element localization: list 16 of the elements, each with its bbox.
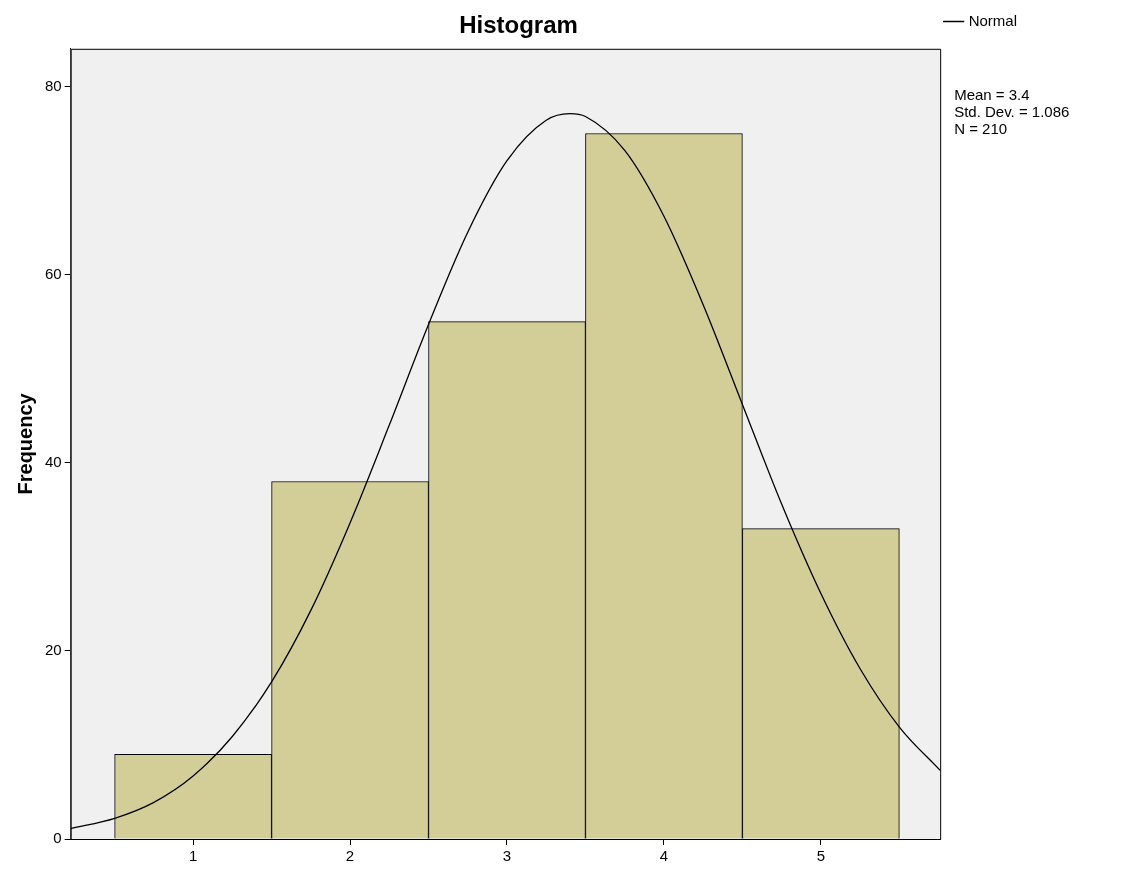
x-tick-label: 4 bbox=[659, 847, 669, 865]
y-tick-label: 0 bbox=[53, 829, 62, 847]
x-tick-label: 1 bbox=[188, 847, 198, 865]
legend-label: Normal bbox=[968, 11, 1017, 29]
y-tick-label: 20 bbox=[45, 641, 62, 658]
y-tick-label: 60 bbox=[45, 264, 62, 282]
x-tick-label: 5 bbox=[816, 847, 826, 865]
y-axis-title: Frequency bbox=[13, 392, 36, 495]
text: Std. Dev. = 1.086 bbox=[954, 103, 1070, 121]
chart-title: Histogram bbox=[459, 11, 578, 39]
text: N = 210 bbox=[954, 120, 1008, 138]
y-tick-label: 40 bbox=[45, 452, 62, 470]
y-tick-label: 80 bbox=[45, 76, 62, 94]
x-tick-label: 3 bbox=[502, 847, 512, 865]
x-tick-label: 2 bbox=[345, 847, 355, 865]
text: Mean = 3.4 bbox=[954, 86, 1030, 104]
